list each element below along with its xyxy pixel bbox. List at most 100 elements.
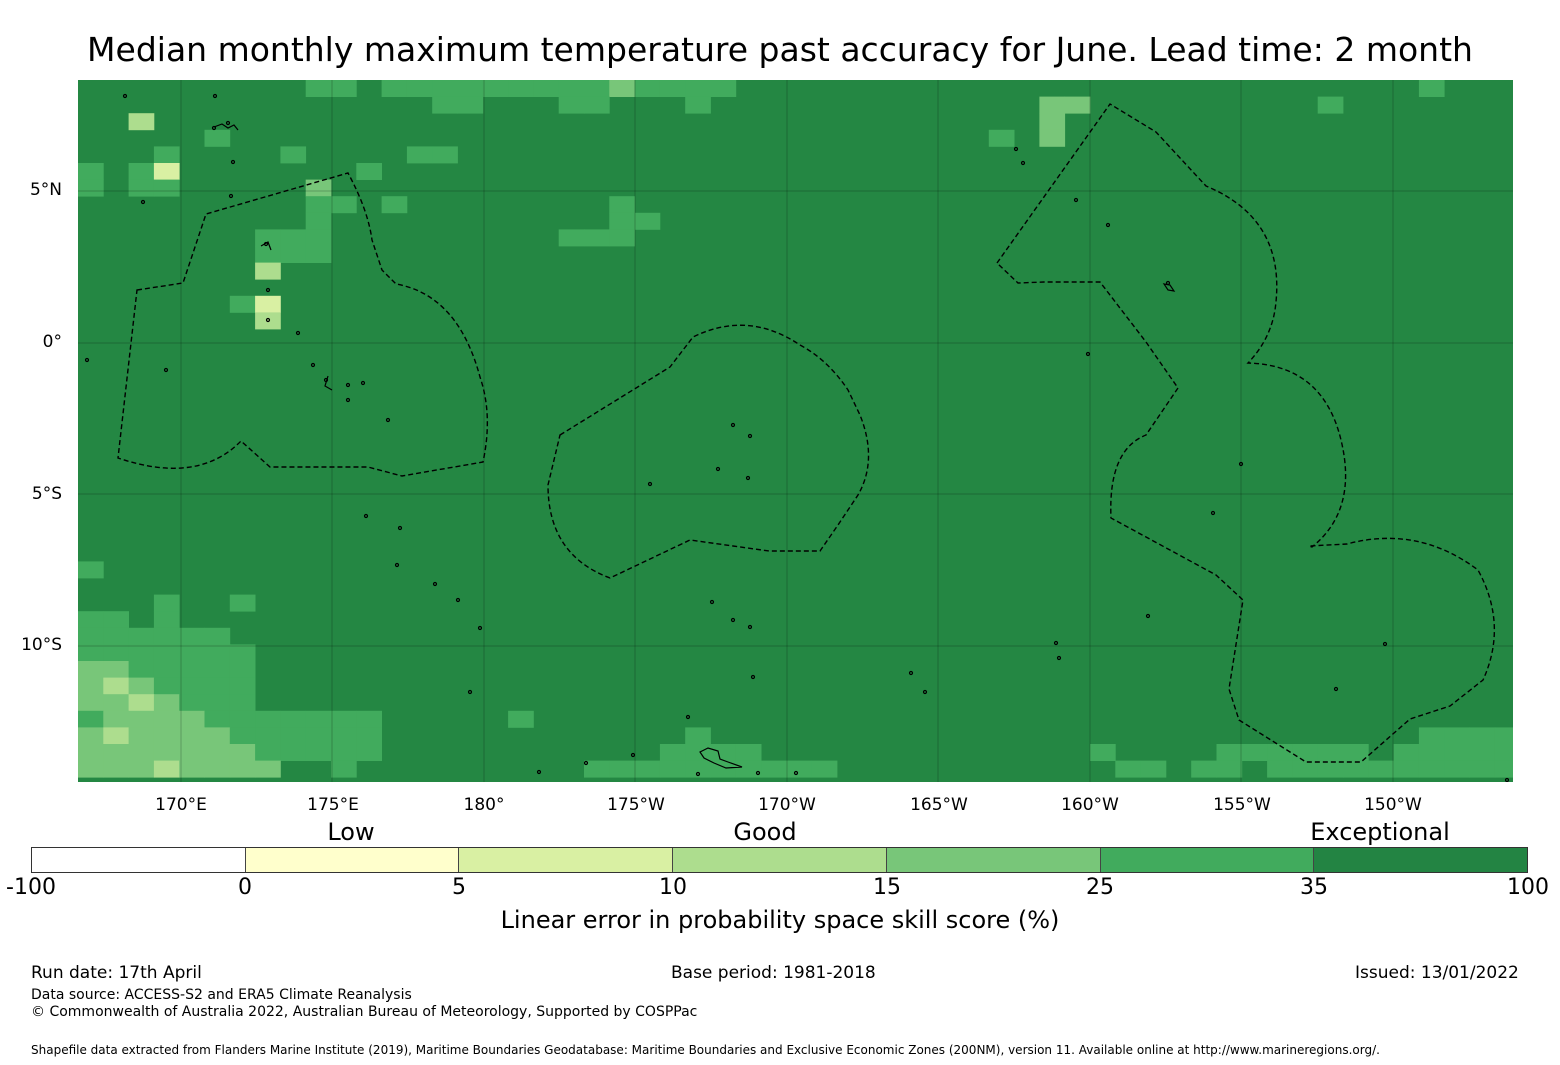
skill-cell xyxy=(1317,760,1344,778)
lat-label-10s: 10°S xyxy=(21,635,62,655)
skill-cell xyxy=(128,179,155,197)
skill-cell xyxy=(1469,727,1496,745)
skill-cell xyxy=(78,677,104,695)
skill-cell xyxy=(103,661,129,678)
skill-cell xyxy=(103,694,129,712)
skill-cell xyxy=(735,760,762,778)
skill-cell xyxy=(280,710,307,728)
colorbar-tick: 10 xyxy=(659,875,687,900)
island xyxy=(1333,686,1339,692)
skill-cell xyxy=(1216,760,1243,778)
colorbar-segment xyxy=(886,848,1101,872)
skill-cell xyxy=(305,710,332,728)
skill-cell xyxy=(179,644,205,662)
island xyxy=(385,417,391,423)
skill-cell xyxy=(457,80,484,97)
skill-cell xyxy=(128,113,155,131)
skill-cell xyxy=(78,744,104,761)
skill-cell xyxy=(305,246,332,263)
skill-cell xyxy=(78,760,104,778)
skill-cell xyxy=(305,744,332,761)
base-period: Base period: 1981-2018 xyxy=(671,963,876,983)
colorbar-segment xyxy=(459,848,674,872)
skill-cell xyxy=(153,744,180,761)
island xyxy=(1013,146,1019,152)
skill-cell xyxy=(381,196,408,214)
island xyxy=(699,747,743,769)
skill-cell xyxy=(128,760,155,778)
colorbar-tick: 35 xyxy=(1300,875,1328,900)
skill-cell xyxy=(204,710,231,728)
island xyxy=(363,513,369,519)
skill-cell xyxy=(128,644,155,662)
skill-cell xyxy=(634,80,661,97)
island xyxy=(647,481,653,487)
island xyxy=(730,422,736,428)
skill-cell xyxy=(128,727,155,745)
skill-cell xyxy=(128,661,155,678)
colorbar-segment xyxy=(245,848,460,872)
island xyxy=(122,93,128,99)
skill-cell xyxy=(356,710,382,728)
island xyxy=(745,475,751,481)
lon-label: 150°W xyxy=(1364,795,1422,815)
island xyxy=(755,770,761,776)
skill-cell xyxy=(1267,744,1293,761)
skill-cell xyxy=(685,727,711,745)
colorbar xyxy=(31,847,1528,873)
skill-cell xyxy=(609,80,635,97)
skill-cell xyxy=(482,80,509,97)
lon-label: 155°W xyxy=(1213,795,1271,815)
island xyxy=(140,199,146,205)
skill-cell xyxy=(153,677,180,695)
skill-cells xyxy=(78,80,1513,778)
skill-cell xyxy=(356,727,382,745)
skill-cell xyxy=(1090,744,1116,761)
shapefile-credit: Shapefile data extracted from Flanders M… xyxy=(31,1043,1380,1057)
skill-cell xyxy=(685,760,711,778)
skill-cell xyxy=(659,744,686,761)
copyright: © Commonwealth of Australia 2022, Austra… xyxy=(31,1004,698,1020)
skill-cell xyxy=(1241,744,1268,761)
island xyxy=(265,317,271,323)
island xyxy=(1504,777,1510,782)
skill-cell xyxy=(153,760,180,778)
colorbar-tick: 25 xyxy=(1086,875,1114,900)
skill-cell xyxy=(1418,80,1445,97)
skill-cell xyxy=(634,212,661,230)
skill-cell xyxy=(204,744,231,761)
skill-cell xyxy=(229,295,256,313)
skill-cell xyxy=(78,661,104,678)
skill-cell xyxy=(584,80,610,97)
skill-cell xyxy=(1267,760,1293,778)
skill-cell xyxy=(305,727,332,745)
island xyxy=(709,599,715,605)
skill-cell xyxy=(103,677,129,695)
skill-cell xyxy=(305,80,332,97)
skill-cell xyxy=(406,80,433,97)
islands xyxy=(84,93,1510,782)
island xyxy=(345,397,351,403)
skill-cell xyxy=(280,744,307,761)
colorbar-tick: 100 xyxy=(1507,875,1549,900)
skill-cell xyxy=(584,229,610,247)
skill-cell xyxy=(1418,744,1445,761)
island xyxy=(747,624,753,630)
skill-cell xyxy=(1216,744,1243,761)
eez-kiribati-phoenix xyxy=(547,324,870,579)
island xyxy=(265,287,271,293)
island xyxy=(345,382,351,388)
skill-cell xyxy=(255,710,281,728)
skill-cell xyxy=(1064,96,1091,114)
island xyxy=(1073,197,1079,203)
island xyxy=(922,689,928,695)
skill-cell xyxy=(255,760,281,778)
skill-cell xyxy=(153,611,180,629)
skill-cell xyxy=(179,744,205,761)
skill-cell xyxy=(229,727,256,745)
skill-cell xyxy=(1494,727,1513,745)
skill-cell xyxy=(735,744,762,761)
lon-label: 170°E xyxy=(155,795,207,815)
skill-cell xyxy=(78,179,104,197)
skill-cell xyxy=(761,760,787,778)
